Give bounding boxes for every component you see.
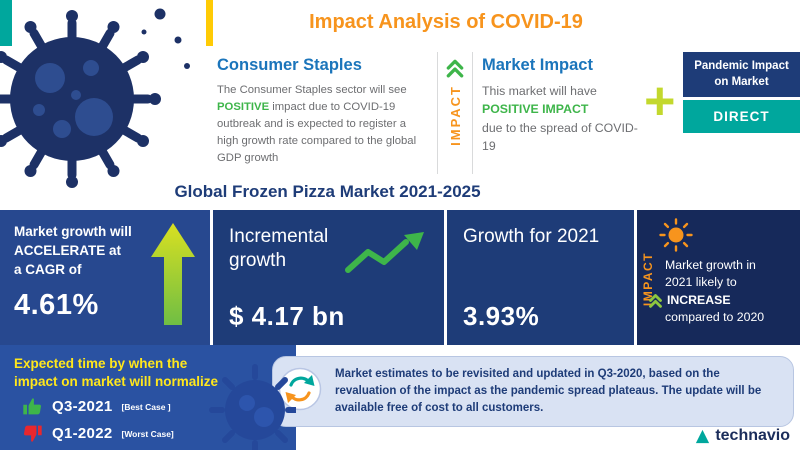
teal-accent-bar: [0, 0, 12, 46]
incremental-heading-line1: Incremental: [229, 226, 329, 247]
cagr-value: 4.61%: [14, 288, 99, 321]
double-chevron-up-icon: [649, 294, 662, 308]
virus-burst-icon: [659, 218, 693, 257]
consumer-body-highlight: POSITIVE: [217, 100, 270, 113]
market-impact-body: This market will have POSITIVE IMPACT du…: [482, 82, 650, 156]
cagr-line2: ACCELERATE at: [14, 242, 122, 258]
market-impact-heading: Market Impact: [482, 56, 593, 74]
impact-line2: 2021 likely to: [665, 275, 737, 290]
thumbs-down-icon: [23, 425, 42, 442]
technavio-logo-text: technavio: [715, 427, 790, 444]
cagr-line3: a CAGR of: [14, 261, 82, 277]
incremental-value: $ 4.17 bn: [229, 301, 345, 331]
note-box: Market estimates to be revisited and upd…: [272, 356, 794, 427]
virus-watermark-icon: [200, 355, 296, 450]
market-body-post: due to the spread of COVID-19: [482, 120, 638, 154]
worst-case-row: Q1-2022 [Worst Case]: [22, 423, 282, 444]
worst-case-value: Q1-2022: [52, 425, 113, 443]
impact-highlight: INCREASE: [667, 292, 731, 307]
technavio-logo-icon: [696, 429, 710, 443]
consumer-staples-body: The Consumer Staples sector will see POS…: [217, 82, 430, 167]
page-title: Impact Analysis of COVID-19: [309, 11, 583, 33]
panel-divider: [444, 210, 447, 345]
panel-divider: [634, 210, 637, 345]
cagr-line1: Market growth will: [14, 224, 132, 239]
impact-panel: IMPACT Market growth in 2021 likely to I…: [637, 210, 800, 345]
up-arrow-icon: [151, 223, 195, 330]
coronavirus-icon: [0, 0, 197, 201]
best-case-row: Q3-2021 [Best Case ]: [22, 396, 282, 417]
growth-2021-heading: Growth for 2021: [463, 226, 600, 247]
best-case-value: Q3-2021: [52, 398, 113, 416]
consumer-body-pre: The Consumer Staples sector will see: [217, 84, 407, 96]
note-text: Market estimates to be revisited and upd…: [335, 368, 762, 414]
consumer-body-post: impact due to COVID-19 outbreak and is e…: [217, 100, 417, 164]
technavio-logo: technavio: [694, 427, 790, 445]
impact-panel-text: Market growth in 2021 likely to INCREASE…: [649, 257, 765, 327]
growth-arrow-icon: [344, 230, 428, 281]
market-body-highlight: POSITIVE IMPACT: [482, 102, 589, 117]
direct-impact-box: DIRECT: [683, 100, 800, 133]
pandemic-impact-box: Pandemic Impact on Market: [683, 52, 800, 97]
impact-vertical-label: IMPACT: [447, 85, 463, 146]
plus-sign: +: [644, 71, 676, 131]
cagr-panel: Market growth will ACCELERATE at a CAGR …: [0, 210, 210, 345]
normalize-heading: Expected time by when the impact on mark…: [14, 356, 219, 389]
impact-line1: Market growth in: [665, 258, 756, 272]
yellow-accent-bar: [206, 0, 213, 46]
market-impact-block: Market Impact This market will have POSI…: [482, 56, 650, 156]
consumer-staples-block: Consumer Staples The Consumer Staples se…: [217, 56, 430, 167]
consumer-staples-heading: Consumer Staples: [217, 56, 362, 74]
impact-increase-row: INCREASE: [648, 292, 764, 309]
growth-2021-panel: Growth for 2021 3.93%: [447, 210, 634, 345]
thumbs-up-icon: [23, 398, 42, 415]
normalize-panel: Expected time by when the impact on mark…: [0, 345, 296, 450]
impact-divider-column: IMPACT: [437, 52, 473, 174]
growth-2021-value: 3.93%: [463, 301, 540, 331]
incremental-growth-panel: Incremental growth $ 4.17 bn: [213, 210, 444, 345]
market-title: Global Frozen Pizza Market 2021-2025: [174, 182, 481, 201]
market-body-pre: This market will have: [482, 84, 597, 98]
double-chevron-up-icon: [446, 59, 464, 78]
incremental-heading: Incremental growth: [229, 225, 430, 273]
best-case-label: [Best Case ]: [121, 401, 171, 412]
incremental-heading-line2: growth: [229, 249, 287, 271]
impact-line3: compared to 2020: [665, 310, 765, 325]
worst-case-label: [Worst Case]: [121, 428, 174, 439]
panel-divider: [210, 210, 213, 345]
